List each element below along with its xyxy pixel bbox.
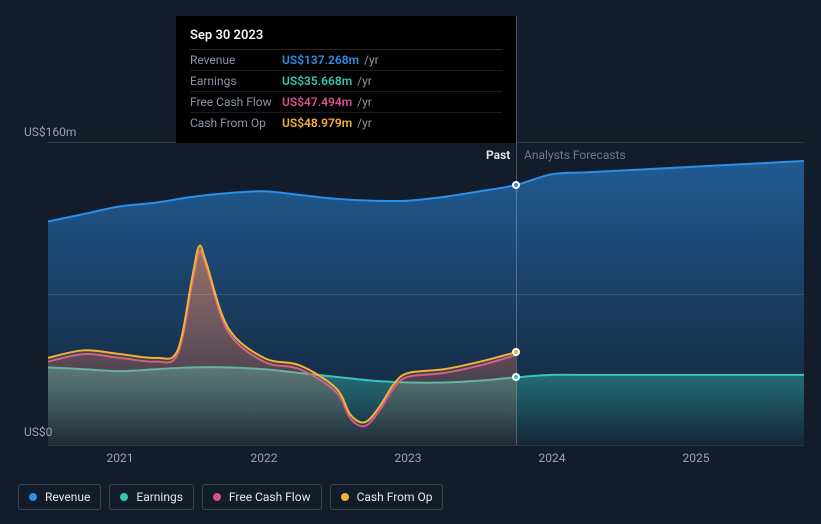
legend: Revenue Earnings Free Cash Flow Cash From O… — [18, 484, 443, 510]
tooltip-metric-value: US$47.494m — [282, 95, 352, 109]
x-axis-label: 2023 — [395, 451, 422, 465]
legend-label: Free Cash Flow — [229, 490, 311, 504]
tooltip-row: Cash From OpUS$48.979m/yr — [190, 113, 502, 133]
legend-item-revenue[interactable]: Revenue — [18, 484, 101, 510]
x-axis-label: 2024 — [539, 451, 566, 465]
x-axis-label: 2021 — [107, 451, 134, 465]
legend-label: Cash From Op — [357, 490, 433, 504]
gridline — [48, 445, 804, 446]
tooltip-metric-name: Earnings — [190, 74, 282, 88]
past-label: Past — [486, 148, 510, 162]
legend-item-fcf[interactable]: Free Cash Flow — [202, 484, 322, 510]
x-axis-label: 2025 — [683, 451, 710, 465]
tooltip-unit: /yr — [357, 74, 372, 88]
tooltip-date: Sep 30 2023 — [190, 24, 502, 50]
legend-dot-icon — [29, 493, 37, 501]
marker-cfo — [512, 348, 520, 356]
tooltip-metric-value: US$137.268m — [282, 53, 359, 67]
legend-dot-icon — [213, 493, 221, 501]
tooltip-row: RevenueUS$137.268m/yr — [190, 50, 502, 71]
analysts-forecast-label: Analysts Forecasts — [524, 148, 626, 162]
legend-label: Earnings — [136, 490, 183, 504]
legend-label: Revenue — [45, 490, 90, 504]
marker-earnings — [512, 373, 520, 381]
legend-item-cfo[interactable]: Cash From Op — [330, 484, 444, 510]
tooltip-metric-name: Revenue — [190, 53, 282, 67]
x-axis-label: 2022 — [251, 451, 278, 465]
tooltip-row: EarningsUS$35.668m/yr — [190, 71, 502, 92]
x-axis-labels: 2021 2022 2023 2024 2025 — [48, 451, 804, 471]
legend-item-earnings[interactable]: Earnings — [109, 484, 194, 510]
tooltip-unit: /yr — [357, 95, 372, 109]
tooltip-unit: /yr — [364, 53, 379, 67]
legend-dot-icon — [120, 493, 128, 501]
tooltip-unit: /yr — [357, 116, 372, 130]
legend-dot-icon — [341, 493, 349, 501]
tooltip-metric-name: Cash From Op — [190, 116, 282, 130]
tooltip-row: Free Cash FlowUS$47.494m/yr — [190, 92, 502, 113]
tooltip-metric-value: US$48.979m — [282, 116, 352, 130]
chart-area[interactable] — [48, 142, 804, 445]
gridline — [48, 294, 804, 295]
tooltip-metric-name: Free Cash Flow — [190, 95, 282, 109]
marker-revenue — [512, 181, 520, 189]
y-axis-max-label: US$160m — [24, 125, 76, 139]
tooltip-metric-value: US$35.668m — [282, 74, 352, 88]
tooltip: Sep 30 2023 RevenueUS$137.268m/yrEarning… — [176, 16, 516, 143]
